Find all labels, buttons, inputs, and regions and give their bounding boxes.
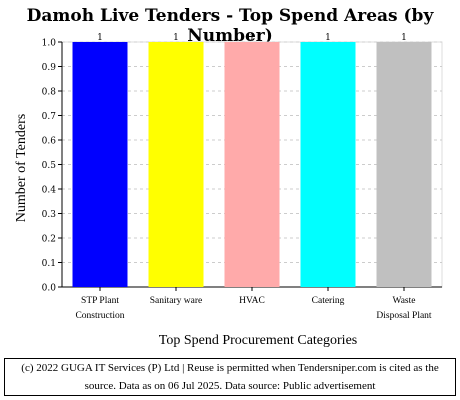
data-label: 1: [97, 33, 103, 43]
y-axis-label: Number of Tenders: [14, 113, 29, 223]
y-tick-label: 0.0: [42, 284, 57, 294]
y-tick-label: 0.6: [42, 137, 57, 147]
x-tick-label: Waste: [393, 296, 416, 306]
bar: [224, 42, 280, 287]
y-tick-label: 0.3: [42, 210, 57, 220]
x-tick-label: Catering: [312, 296, 345, 306]
y-tick-label: 0.9: [42, 63, 57, 73]
bar: [148, 42, 204, 287]
x-tick-label: STP Plant: [81, 296, 119, 306]
y-tick-label: 0.4: [42, 186, 57, 196]
x-tick-label: Sanitary ware: [150, 296, 203, 306]
bar: [376, 42, 432, 287]
x-tick-label: Construction: [75, 311, 124, 321]
data-label: 1: [325, 33, 331, 43]
bar: [72, 42, 128, 287]
chart-title: Damoh Live Tenders - Top Spend Areas (by…: [26, 6, 434, 46]
copyright-footer: (c) 2022 GUGA IT Services (P) Ltd | Reus…: [4, 358, 456, 396]
x-tick-label: HVAC: [239, 296, 265, 306]
data-label: 1: [173, 33, 179, 43]
y-tick-label: 0.2: [42, 235, 56, 245]
y-tick-label: 0.1: [42, 259, 56, 269]
data-label: 1: [401, 33, 407, 43]
data-label: 1: [249, 33, 255, 43]
y-tick-label: 0.7: [42, 112, 57, 122]
bar: [300, 42, 356, 287]
y-tick-label: 0.8: [42, 88, 57, 98]
footer-line-2: source. Data as on 06 Jul 2025. Data sou…: [84, 380, 376, 392]
x-axis-label: Top Spend Procurement Categories: [158, 333, 358, 348]
y-tick-label: 0.5: [42, 161, 57, 171]
x-tick-label: Disposal Plant: [376, 311, 432, 321]
footer-line-1: (c) 2022 GUGA IT Services (P) Ltd | Reus…: [21, 362, 439, 374]
y-tick-label: 1.0: [42, 39, 57, 49]
